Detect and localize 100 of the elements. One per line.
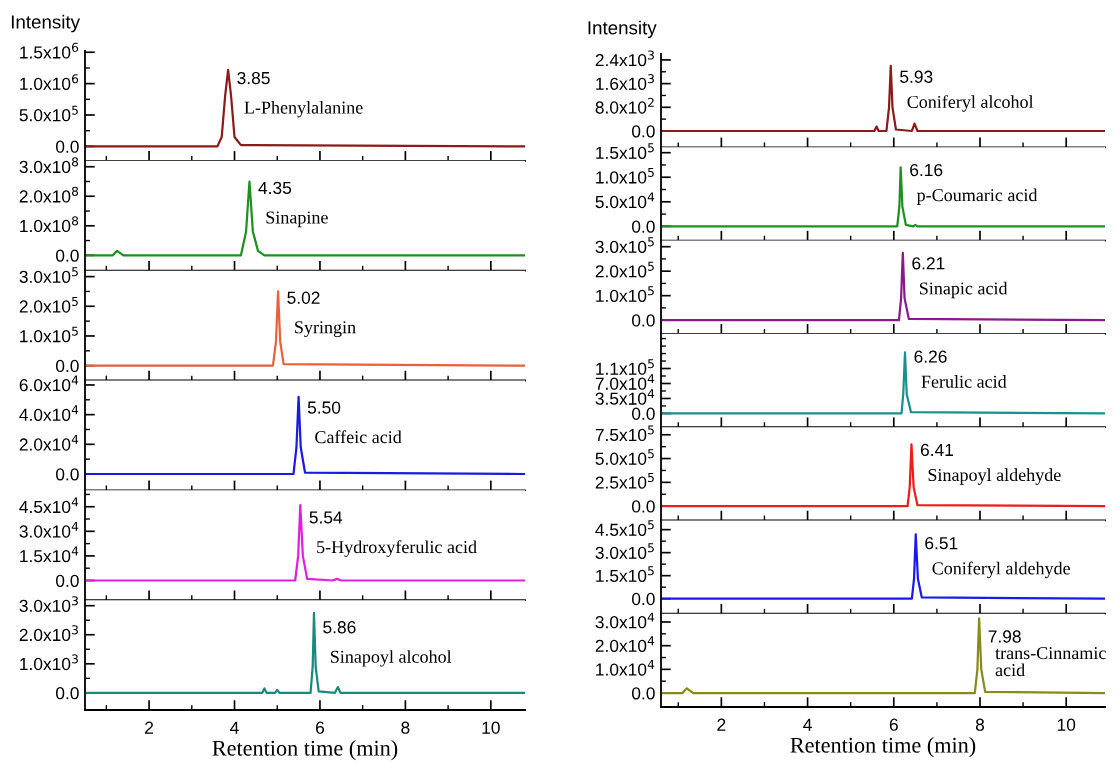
y-tick-label: 0.0 — [631, 500, 655, 513]
y-tick-label: 2.0x10$^{4}$ — [595, 636, 655, 653]
x-tick-label: 8 — [975, 718, 985, 731]
annotation: Sinapoyl alcohol — [330, 650, 452, 667]
y-tick-label: 2.0x10$^{5}$ — [595, 261, 654, 278]
line-series — [85, 290, 525, 367]
y-axis-title: Intensity — [11, 14, 80, 33]
y-tick-label: 1.0x10$^{5}$ — [20, 326, 78, 343]
line-series — [661, 166, 1105, 228]
y-tick-label: 1.0x10$^{5}$ — [596, 167, 654, 184]
annotation: 4.35 — [258, 181, 292, 195]
y-tick-label: 0.0 — [55, 574, 79, 587]
y-tick-label: 1.6x10$^{3}$ — [596, 74, 654, 90]
y-tick-label: 5.0x10$^{5}$ — [19, 105, 78, 122]
y-tick-label: 0.0 — [55, 249, 79, 262]
annotation: 3.85 — [237, 71, 270, 85]
y-tick-label: 0.0 — [55, 687, 79, 700]
y-tick-label: 1.5x10$^{6}$ — [20, 42, 79, 59]
y-tick-label: 7.0x10$^{4}$ — [595, 374, 655, 390]
line-series — [661, 351, 1105, 415]
x-tick-label: 2 — [717, 718, 726, 731]
line-series — [85, 68, 525, 148]
annotation: Sinapoyl aldehyde — [928, 468, 1061, 485]
annotation: Ferulic acid — [921, 375, 1007, 388]
line-series — [661, 64, 1105, 133]
line-series — [85, 180, 525, 257]
y-tick-label: 3.0x10$^{5}$ — [595, 543, 654, 559]
y-tick-label: 0.0 — [631, 314, 655, 327]
y-tick-label: 5.0x10$^{4}$ — [595, 192, 655, 209]
x-tick-label: 10 — [482, 721, 500, 734]
annotation: 5.50 — [307, 401, 341, 414]
x-tick-label: 6 — [889, 718, 898, 731]
y-tick-label: 6.0x10$^{4}$ — [19, 375, 79, 392]
y-tick-label: 1.0x10$^{5}$ — [596, 286, 654, 302]
annotation: Syringin — [295, 321, 356, 338]
annotation: 6.51 — [925, 537, 958, 550]
y-tick-label: 4.0x10$^{4}$ — [19, 405, 79, 421]
annotation: Caffeic acid — [315, 430, 402, 444]
y-tick-label: 2.5x10$^{5}$ — [595, 473, 654, 489]
annotation: 6.16 — [910, 163, 943, 177]
annotation: 6.41 — [920, 443, 954, 457]
y-tick-label: 1.1x10$^{5}$ — [596, 359, 654, 375]
annotation: trans-Cinnamic acid — [995, 647, 1106, 677]
y-tick-label: 0.0 — [631, 407, 655, 420]
annotation: Sinapine — [266, 211, 328, 228]
line-series — [661, 251, 1105, 322]
y-tick-label: 2.0x10$^{8}$ — [19, 186, 79, 203]
y-tick-label: 4.5x10$^{4}$ — [19, 497, 79, 514]
x-tick-label: 4 — [803, 718, 812, 731]
y-tick-label: 0.0 — [631, 220, 655, 233]
y-tick-label: 2.0x10$^{4}$ — [19, 434, 79, 451]
y-tick-label: 3.0x10$^{4}$ — [19, 521, 79, 538]
y-axis-title: Intensity — [588, 20, 657, 39]
y-tick-label: 0.0 — [631, 592, 655, 606]
y-tick-label: 7.5x10$^{5}$ — [595, 425, 654, 442]
annotation: 5.02 — [287, 291, 320, 304]
y-tick-label: 4.5x10$^{5}$ — [595, 520, 654, 536]
y-tick-label: 2.0x10$^{5}$ — [19, 296, 78, 313]
y-tick-label: 8.0x10$^{2}$ — [595, 97, 654, 114]
y-tick-label: 5.0x10$^{5}$ — [595, 449, 654, 465]
x-tick-label: 4 — [230, 721, 239, 734]
y-tick-label: 1.0x10$^{3}$ — [20, 654, 78, 671]
y-tick-label: 3.5x10$^{4}$ — [595, 389, 655, 405]
line-series — [85, 395, 525, 476]
annotation: p-Coumaric acid — [916, 188, 1038, 205]
annotation: Coniferyl aldehyde — [932, 561, 1070, 579]
line-series — [85, 611, 525, 694]
annotation: L-Phenylalanine — [244, 101, 363, 118]
x-tick-label: 8 — [401, 721, 410, 734]
y-tick-label: 3.0x10$^{8}$ — [19, 157, 79, 174]
y-tick-label: 3.0x10$^{5}$ — [595, 237, 654, 254]
line-series — [661, 617, 1105, 695]
y-tick-label: 1.5x10$^{5}$ — [596, 566, 654, 583]
y-tick-label: 3.0x10$^{3}$ — [19, 596, 78, 613]
y-tick-label: 1.0x10$^{8}$ — [20, 216, 79, 233]
x-tick-label: 10 — [1057, 718, 1076, 731]
x-axis-title: Retention time (min) — [790, 737, 976, 758]
y-tick-label: 1.0x10$^{6}$ — [20, 74, 79, 90]
line-series — [85, 503, 525, 582]
x-tick-label: 6 — [316, 721, 325, 734]
annotation: 5.86 — [323, 621, 356, 634]
y-tick-label: 1.0x10$^{4}$ — [596, 660, 655, 676]
y-tick-label: 0.0 — [631, 125, 655, 138]
annotation: 5.93 — [900, 70, 933, 83]
y-tick-label: 1.5x10$^{4}$ — [20, 546, 79, 563]
x-axis-title: Retention time (min) — [212, 740, 398, 761]
y-tick-label: 0.0 — [55, 359, 79, 373]
y-tick-label: 3.0x10$^{5}$ — [19, 267, 78, 283]
x-tick-label: 2 — [145, 721, 154, 734]
annotation: Coniferyl alcohol — [907, 95, 1034, 112]
y-tick-label: 0.0 — [55, 468, 79, 481]
line-series — [661, 533, 1105, 600]
annotation: 5-Hydroxyferulic acid — [317, 540, 477, 557]
annotation: 6.26 — [914, 350, 947, 363]
annotation: 5.54 — [309, 511, 343, 524]
annotation: Sinapic acid — [919, 281, 1008, 299]
annotation: 6.21 — [912, 257, 945, 270]
line-series — [661, 443, 1105, 508]
y-tick-label: 1.5x10$^{5}$ — [596, 143, 654, 160]
y-tick-label: 3.0x10$^{4}$ — [595, 612, 655, 629]
